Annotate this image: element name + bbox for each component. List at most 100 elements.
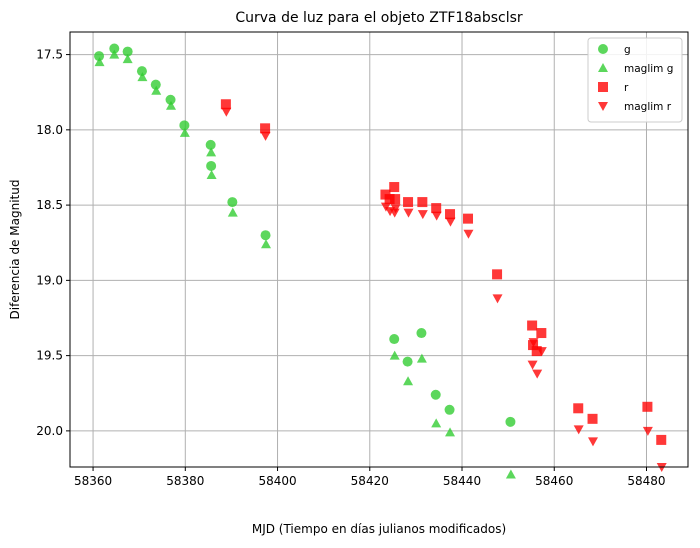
point-maglim-g [166,100,177,110]
point-g [260,230,271,241]
chart-title: Curva de luz para el objeto ZTF18absclsr [235,10,523,26]
legend-marker-maglim-g [598,63,608,72]
point-maglim-g [137,72,148,82]
point-r [390,194,401,205]
point-maglim-r [528,338,539,348]
point-g [402,356,413,367]
point-maglim-r [221,107,232,117]
legend-label-maglim-r: maglim r [624,101,672,113]
point-maglim-r [573,425,584,435]
point-maglim-g [403,376,414,386]
x-tick-label: 58400 [258,474,296,488]
point-r [389,182,400,193]
point-maglim-r [431,211,442,221]
point-g [179,120,190,131]
point-maglim-g [94,57,105,67]
legend-label-r: r [624,82,629,94]
point-maglim-g [206,147,217,157]
point-maglim-r [380,202,391,212]
point-r [642,401,653,412]
point-r [463,213,474,224]
point-r [260,123,271,134]
point-r [403,197,414,208]
point-maglim-r [390,204,401,214]
point-r [220,99,231,110]
legend-label-g: g [624,44,631,56]
point-maglim-r [642,426,653,436]
y-tick-label: 19.5 [36,349,63,363]
point-g [227,197,238,208]
plot-frame [69,31,689,468]
point-r [417,197,428,208]
point-g [94,51,105,62]
point-maglim-g [505,469,516,479]
axis-ticks: 58360 58380 58400 58420 58440 58460 58480 17.5 1… [36,48,665,488]
point-maglim-r [417,210,428,220]
y-tick-label: 17.5 [36,48,63,62]
x-axis-label: MJD (Tiempo en días julianos modificados… [252,522,506,536]
point-g [150,79,161,90]
x-tick-label: 58420 [351,474,389,488]
point-g [430,389,441,400]
y-tick-label: 19.0 [36,273,63,287]
point-r [445,209,456,220]
legend-marker-r [598,82,608,92]
point-maglim-g [151,85,162,95]
point-maglim-r [492,294,503,304]
point-g [136,66,147,77]
point-r [573,403,584,414]
legend-marker-maglim-r [598,102,608,111]
point-maglim-r [463,229,474,239]
point-r [431,203,442,214]
point-maglim-g [122,54,133,64]
point-r [492,269,503,280]
legend-label-maglim-g: maglim g [624,63,673,75]
point-maglim-g [206,169,217,179]
x-tick-label: 58460 [535,474,573,488]
point-maglim-g [416,353,427,363]
y-tick-label: 18.5 [36,198,63,212]
point-maglim-g [227,207,238,217]
legend-marker-g [598,44,608,54]
x-tick-label: 58380 [166,474,204,488]
point-r [536,328,547,339]
point-maglim-g [261,239,272,249]
grid-lines [70,32,688,467]
point-maglim-r [445,217,456,227]
point-maglim-g [179,127,190,137]
point-g [109,43,120,54]
point-g [444,404,455,415]
legend: g maglim g r maglim r [587,37,683,123]
point-maglim-g [109,49,120,59]
point-maglim-r [536,347,547,357]
point-r [656,434,667,445]
point-g [165,94,176,105]
y-axis-label: Diferencia de Magnitud [8,180,22,320]
point-maglim-r [587,437,598,447]
x-tick-label: 58440 [443,474,481,488]
point-g [416,328,427,339]
point-r [531,346,542,357]
point-maglim-r [260,131,271,141]
point-g [122,46,133,57]
y-tick-label: 20.0 [36,424,63,438]
point-maglim-r [403,208,414,218]
point-maglim-g [431,418,442,428]
point-maglim-r [527,360,538,370]
point-g [206,160,217,171]
y-tick-label: 18.0 [36,123,63,137]
point-r [587,413,598,424]
point-r [527,320,538,331]
x-tick-label: 58360 [74,474,112,488]
point-maglim-r [389,208,400,218]
point-r [384,194,395,205]
point-maglim-r [532,369,543,379]
point-g [389,334,400,345]
point-g [205,139,216,150]
point-maglim-g [445,427,456,437]
point-g [505,416,516,427]
data-points [94,43,667,479]
x-tick-label: 58480 [627,474,665,488]
point-maglim-g [389,350,400,360]
